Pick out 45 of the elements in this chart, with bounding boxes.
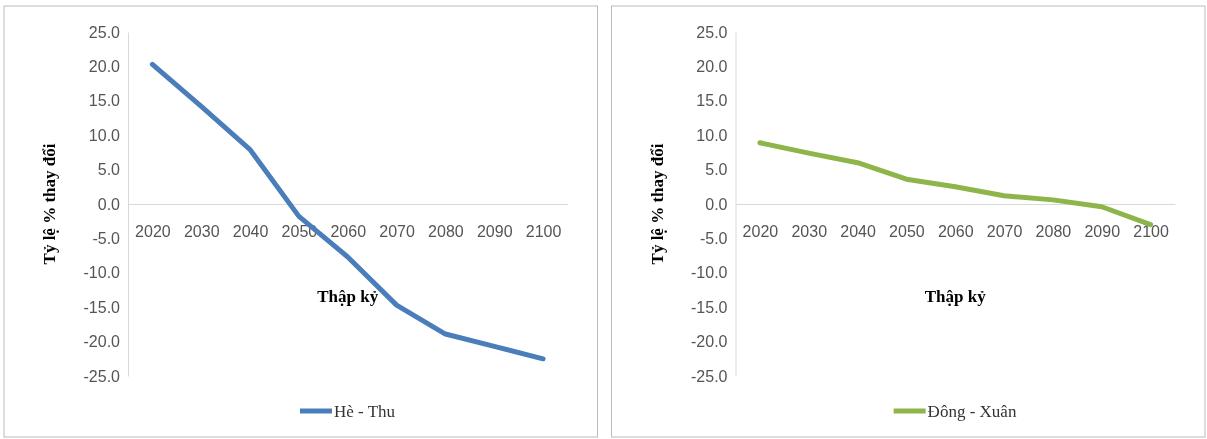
y-tick-label: -20.0 (691, 333, 728, 351)
y-tick-label: 10.0 (696, 126, 728, 144)
x-tick-label: 2100 (525, 223, 562, 241)
y-tick-label: 5.0 (97, 161, 121, 179)
x-tick-label: 2090 (476, 223, 513, 241)
x-tick-label: 2040 (232, 223, 269, 241)
x-tick-label: 2030 (791, 223, 828, 241)
x-tick-label: 2060 (330, 223, 367, 241)
y-tick-label: -20.0 (83, 333, 121, 351)
y-tick-label: 20.0 (88, 58, 121, 76)
y-tick-label: 5.0 (705, 161, 728, 179)
y-tick-label: 0.0 (705, 195, 728, 213)
y-axis-title: Tỷ lệ % thay đổi (647, 143, 667, 265)
y-tick-label: 10.0 (88, 126, 121, 144)
y-tick-label: -15.0 (83, 298, 121, 316)
y-tick-label: -5.0 (699, 230, 728, 248)
legend-label: Đông - Xuân (927, 401, 1017, 421)
y-tick-label: 25.0 (696, 23, 728, 41)
y-tick-label: -15.0 (691, 298, 728, 316)
x-tick-label: 2020 (135, 223, 171, 241)
x-tick-label: 2070 (379, 223, 415, 241)
x-tick-label: 2090 (1084, 223, 1121, 241)
x-tick-label: 2080 (428, 223, 464, 241)
x-axis-title: Thập kỷ (317, 287, 379, 306)
y-tick-label: -5.0 (92, 230, 121, 248)
y-tick-label: -10.0 (83, 264, 121, 282)
y-tick-label: 25.0 (88, 23, 121, 41)
legend-label: Hè - Thu (333, 401, 396, 421)
y-tick-label: 0.0 (97, 195, 121, 213)
y-tick-label: 15.0 (696, 92, 728, 110)
y-tick-label: -10.0 (691, 264, 728, 282)
y-tick-label: 20.0 (696, 58, 728, 76)
y-tick-label: -25.0 (83, 367, 121, 385)
x-tick-label: 2020 (742, 223, 779, 241)
x-tick-label: 2050 (889, 223, 925, 241)
y-axis-title: Tỷ lệ % thay đổi (40, 143, 59, 265)
x-tick-label: 2100 (1133, 223, 1169, 241)
x-tick-label: 2070 (986, 223, 1023, 241)
y-tick-label: 15.0 (88, 92, 121, 110)
x-axis-title: Thập kỷ (924, 287, 987, 306)
x-tick-label: 2040 (840, 223, 876, 241)
x-tick-label: 2080 (1035, 223, 1072, 241)
x-tick-label: 2030 (183, 223, 220, 241)
x-tick-label: 2060 (937, 223, 974, 241)
y-tick-label: -25.0 (691, 367, 728, 385)
